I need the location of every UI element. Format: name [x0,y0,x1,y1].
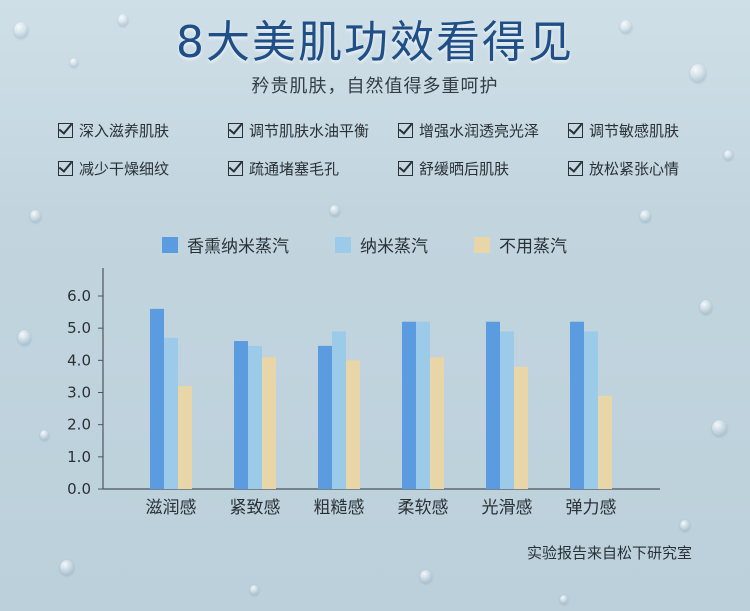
page-title: 8大美肌功效看得见 [176,17,574,68]
bar [500,331,514,489]
benefit-item: 舒缓晒后肌肤 [398,158,509,179]
bar [416,321,430,489]
bar [430,357,444,489]
bar [262,357,276,489]
legend-swatch-series-3 [474,236,490,253]
x-tick-label: 紧致感 [230,498,281,518]
bar [150,308,164,489]
benefit-item: 深入滋养肌肤 [58,120,169,141]
bar [570,321,584,489]
checkbox-icon [398,123,413,138]
bar [164,337,178,489]
y-tick-label: 5.0 [67,319,91,337]
benefit-item: 调节肌肤水油平衡 [228,120,369,141]
benefit-item: 调节敏感肌肤 [568,120,679,141]
bar [178,386,192,489]
checkbox-icon [58,161,73,176]
bar [514,366,528,489]
bar [584,331,598,489]
checkbox-icon [398,161,413,176]
benefit-item: 疏通堵塞毛孔 [228,158,339,179]
benefit-item: 增强水润透亮光泽 [398,120,539,141]
legend-label: 不用蒸汽 [499,237,567,257]
chart-legend: 香熏纳米蒸汽 纳米蒸汽 不用蒸汽 [162,232,613,257]
legend-label: 纳米蒸汽 [360,237,428,257]
checkbox-icon [58,123,73,138]
y-tick-label: 0.0 [67,480,91,498]
bar [402,321,416,489]
bar [486,321,500,489]
bar [598,395,612,489]
checkbox-icon [568,161,583,176]
y-tick-label: 6.0 [67,287,91,305]
x-tick-label: 弹力感 [566,498,617,518]
y-tick-label: 1.0 [67,448,91,466]
y-tick-label: 3.0 [67,384,91,402]
x-tick-label: 滋润感 [146,498,197,518]
legend-item: 纳米蒸汽 [335,232,428,257]
y-tick-label: 2.0 [67,416,91,434]
bar [346,360,360,489]
legend-item: 香熏纳米蒸汽 [162,232,289,257]
benefit-item: 减少干燥细纹 [58,158,169,179]
x-tick-label: 粗糙感 [314,498,365,518]
checkbox-icon [228,123,243,138]
legend-swatch-series-2 [335,236,351,253]
bar [332,331,346,489]
bar [248,345,262,489]
legend-item: 不用蒸汽 [474,232,567,257]
legend-label: 香熏纳米蒸汽 [187,237,289,257]
source-note: 实验报告来自松下研究室 [526,544,692,562]
checkbox-icon [228,161,243,176]
bar [234,341,248,489]
benefit-item: 放松紧张心情 [568,158,679,179]
x-tick-label: 光滑感 [482,498,533,518]
bar [318,345,332,489]
x-tick-label: 柔软感 [398,498,449,518]
page-subtitle: 矜贵肌肤，自然值得多重呵护 [251,76,499,97]
checkbox-icon [568,123,583,138]
legend-swatch-series-1 [162,236,178,253]
y-tick-label: 4.0 [67,351,91,369]
